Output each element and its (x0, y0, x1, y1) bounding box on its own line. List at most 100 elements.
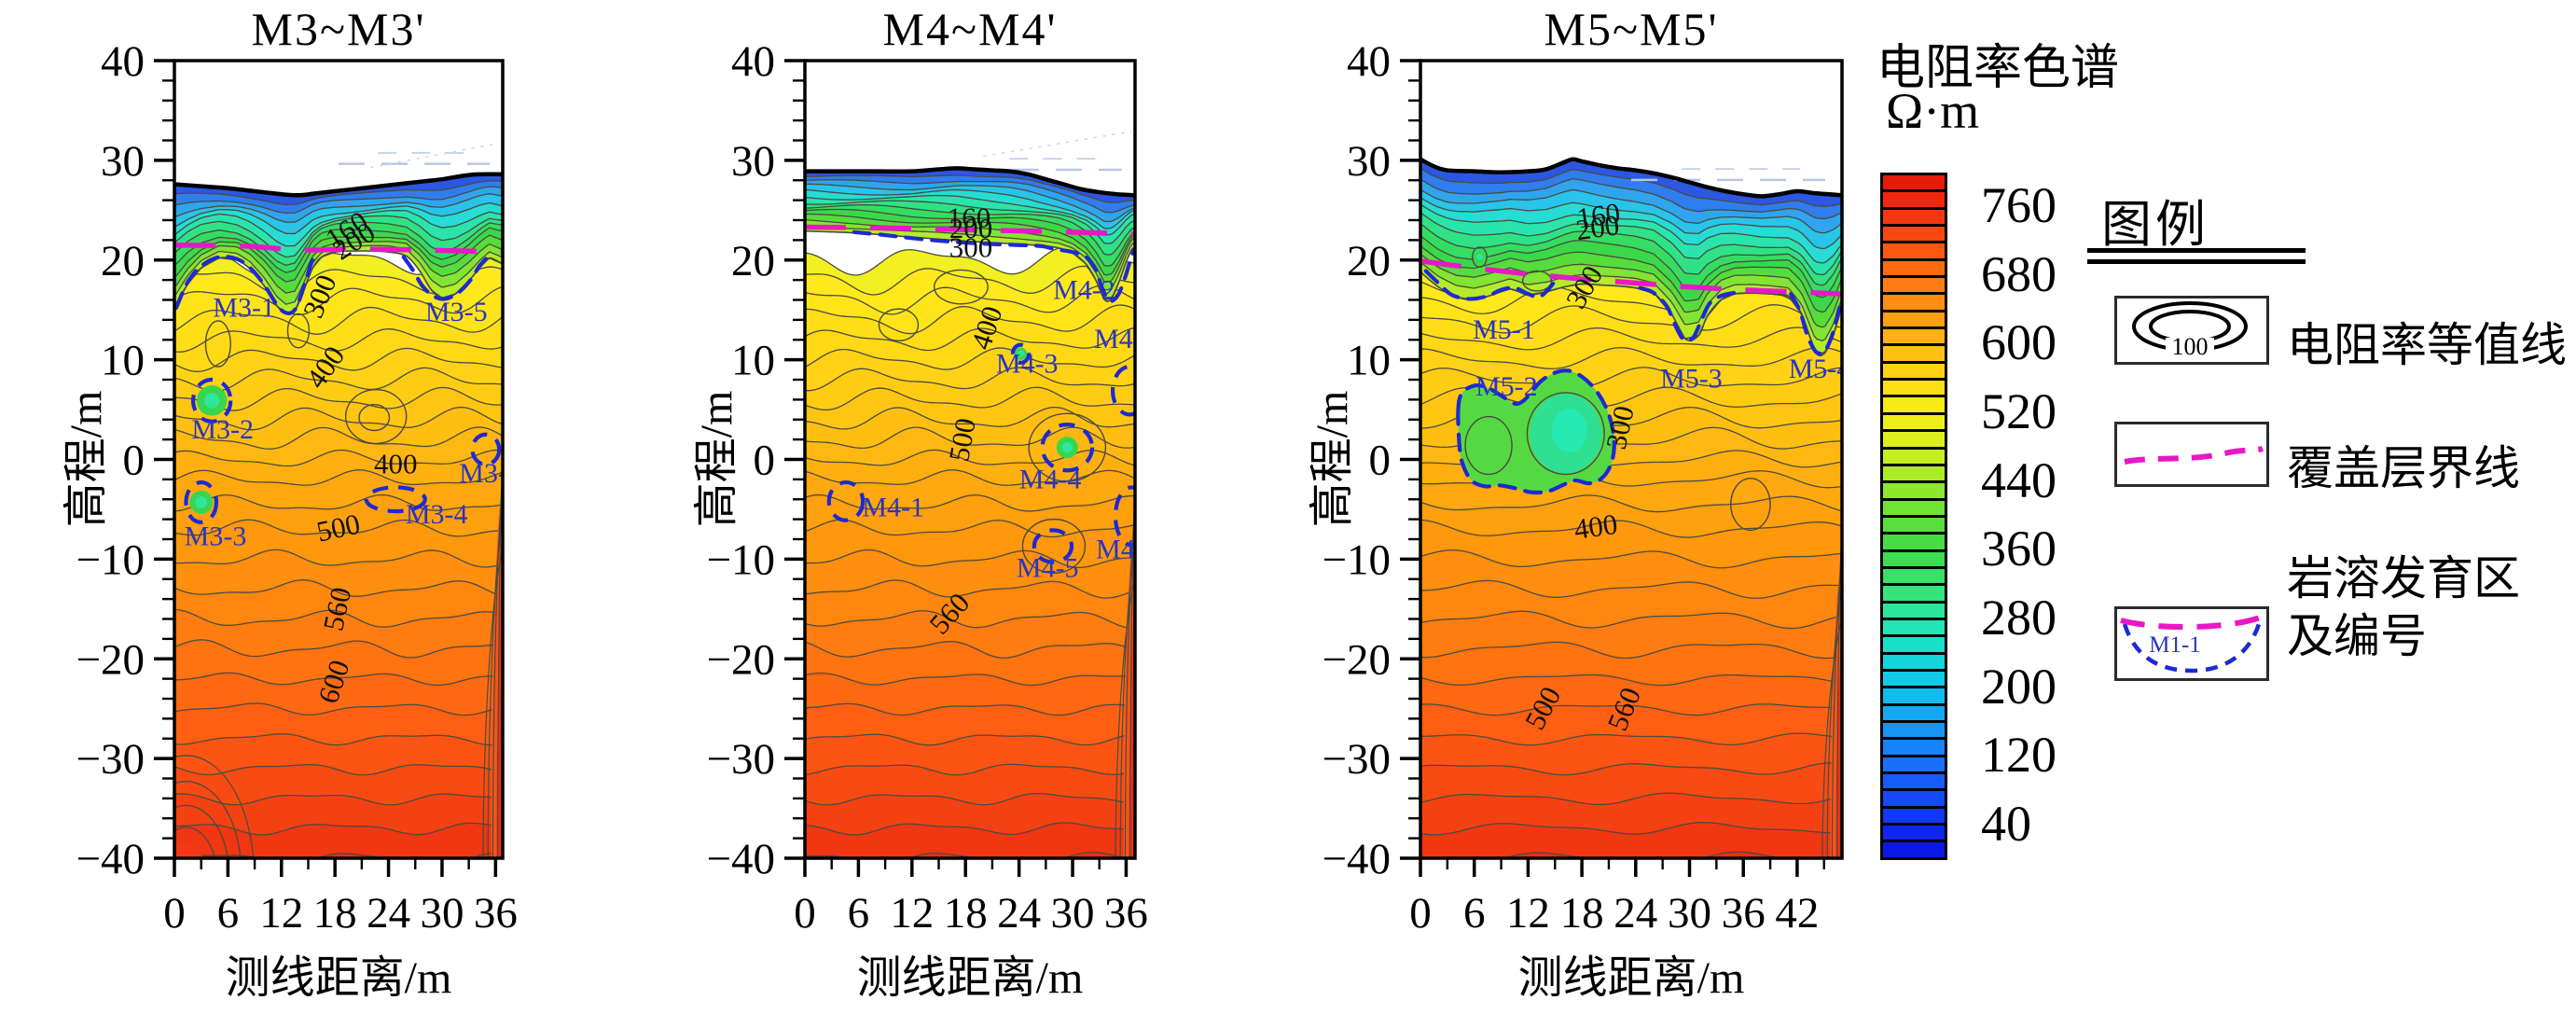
y-tick-label: 20 (101, 237, 145, 285)
colorbar-tick-label: 280 (1981, 590, 2057, 646)
y-tick-label: −20 (76, 635, 145, 684)
legend-label-karst-line2: 及编号 (2287, 610, 2427, 662)
karst-zone-label: M3-4 (406, 499, 468, 530)
legend-symbol-karst: M1-1 (2114, 606, 2269, 681)
colorbar-cell (1883, 651, 1945, 669)
colorbar-title: 电阻率色谱 (1877, 42, 2120, 95)
colorbar-cell (1883, 583, 1945, 601)
y-tick-label: 10 (1347, 337, 1391, 385)
panel-title-m5: M5~M5' (1544, 3, 1719, 55)
legend-label-karst-line1: 岩溶发育区 (2287, 552, 2520, 604)
colorbar-tick-label: 680 (1981, 245, 2057, 302)
contour-value-label: 500 (942, 416, 982, 465)
colorbar (1880, 173, 1947, 860)
colorbar-cell (1883, 617, 1945, 635)
contour-value-label: 160 (948, 201, 991, 233)
svg-text:100: 100 (2172, 333, 2209, 360)
colorbar-cell (1883, 788, 1945, 806)
y-tick-label: −40 (76, 835, 145, 883)
colorbar-cell (1883, 532, 1945, 549)
x-tick-label: 18 (1560, 889, 1604, 938)
colorbar-cell (1883, 754, 1945, 772)
y-tick-label: 10 (731, 337, 775, 385)
colorbar-cell (1883, 480, 1945, 498)
colorbar-tick-label: 600 (1981, 314, 2057, 371)
colorbar-cell (1883, 411, 1945, 430)
colorbar-cell (1883, 206, 1945, 225)
x-tick-label: 0 (163, 889, 186, 938)
x-axis-title-m3: 测线距离/m (225, 953, 452, 1003)
y-tick-label: 30 (731, 137, 775, 186)
colorbar-cell (1883, 463, 1945, 481)
karst-zone-label: M3-1 (213, 293, 275, 324)
karst-zone-label: M5-1 (1473, 314, 1535, 345)
y-tick-label: −10 (76, 535, 145, 584)
panel-title-m3: M3~M3' (251, 3, 426, 55)
y-tick-label: −20 (1322, 635, 1391, 684)
colorbar-cell (1883, 686, 1945, 703)
svg-text:M1-1: M1-1 (2149, 632, 2201, 658)
karst-zone-label: M4-1 (862, 492, 924, 522)
y-tick-label: 30 (101, 137, 145, 186)
x-tick-label: 30 (1668, 889, 1711, 938)
overburden-dash-icon (2124, 446, 2264, 465)
x-tick-label: 6 (1463, 889, 1486, 938)
colorbar-cell (1883, 737, 1945, 755)
x-tick-label: 12 (1506, 889, 1550, 938)
colorbar-cell (1883, 429, 1945, 447)
y-tick-label: −10 (1322, 535, 1391, 584)
legend-symbol-overburden (2114, 422, 2269, 487)
colorbar-cell (1883, 446, 1945, 464)
y-axis-title-m4: 高程/m (692, 390, 741, 528)
colorbar-cell (1883, 720, 1945, 738)
x-tick-label: 0 (794, 889, 816, 938)
colorbar-cell (1883, 224, 1945, 242)
colorbar-cell (1883, 326, 1945, 344)
colorbar-cell (1883, 840, 1945, 857)
legend-symbol-contour: 100 (2114, 296, 2269, 365)
colorbar-cell (1883, 175, 1945, 190)
colorbar-cell (1883, 343, 1945, 361)
karst-zone-label: M4-5 (1017, 553, 1079, 584)
x-tick-label: 42 (1775, 889, 1819, 938)
contour-value-label: 200 (1573, 208, 1621, 246)
contour-value-label: 200 (949, 212, 993, 244)
colorbar-cell (1883, 823, 1945, 840)
colorbar-cell (1883, 309, 1945, 327)
colorbar-tick-label: 120 (1981, 727, 2057, 784)
y-axis-title-m5: 高程/m (1308, 390, 1357, 528)
karst-zone-label: M3-5 (425, 297, 488, 327)
colorbar-cell (1883, 702, 1945, 720)
karst-zone-label: M3-3 (185, 521, 247, 551)
colorbar-tick-label: 360 (1981, 521, 2057, 577)
colorbar-cell (1883, 275, 1945, 293)
colorbar-tick-label: 40 (1981, 796, 2031, 853)
karst-zone-label: M5-4 (1789, 354, 1851, 384)
contour-value-label: 400 (374, 447, 418, 479)
colorbar-cell (1883, 600, 1945, 618)
legend-divider (2087, 248, 2306, 264)
colorbar-cell (1883, 497, 1945, 515)
y-tick-label: 30 (1347, 137, 1391, 186)
karst-zone-label: M4-6 (1094, 324, 1156, 354)
karst-zone-label: M4-4 (1019, 464, 1082, 494)
y-tick-label: 40 (101, 37, 145, 86)
colorbar-tick-label: 200 (1981, 658, 2057, 715)
legend-label-overburden: 覆盖层界线 (2287, 442, 2520, 494)
x-axis-title-m4: 测线距离/m (856, 953, 1084, 1003)
colorbar-tick-label: 760 (1981, 176, 2057, 233)
x-tick-label: 24 (997, 889, 1041, 938)
colorbar-cell (1883, 292, 1945, 310)
colorbar-cell (1883, 241, 1945, 258)
colorbar-cell (1883, 549, 1945, 566)
y-tick-label: 0 (754, 437, 776, 485)
colorbar-cell (1883, 771, 1945, 789)
colorbar-cell (1883, 378, 1945, 396)
panel-title-m4: M4~M4' (882, 3, 1058, 55)
x-tick-label: 30 (1051, 889, 1095, 938)
y-tick-label: −10 (706, 535, 775, 584)
contour-value-label: 400 (1572, 507, 1620, 546)
x-axis-title-m5: 测线距离/m (1517, 953, 1745, 1003)
colorbar-tick-label: 520 (1981, 382, 2057, 439)
